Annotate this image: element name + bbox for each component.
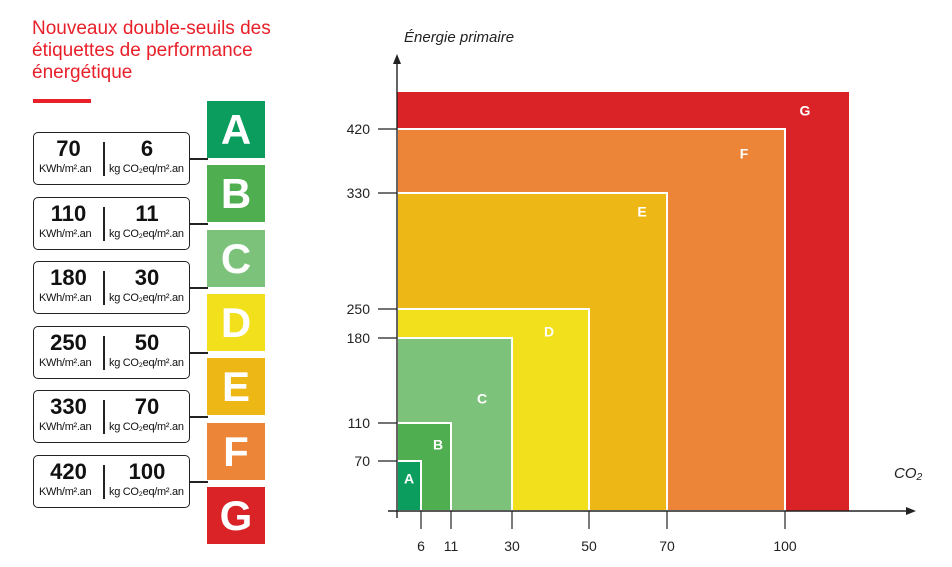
- x-tick-label: 30: [504, 538, 520, 554]
- divider: [103, 400, 105, 434]
- y-tick-label: 330: [347, 185, 371, 201]
- threshold-box: 110 11 KWh/m².an kg CO₂eq/m².an: [33, 197, 190, 250]
- divider: [103, 207, 105, 241]
- x-tick-label: 70: [659, 538, 675, 554]
- x-tick-label: 100: [773, 538, 797, 554]
- label-tile-a: A: [207, 101, 265, 158]
- co2-unit: kg CO₂eq/m².an: [109, 163, 184, 175]
- energy-unit: KWh/m².an: [39, 421, 92, 433]
- label-tile-e: E: [207, 358, 265, 415]
- label-tile-f: F: [207, 423, 265, 480]
- co2-threshold: 6: [140, 136, 154, 161]
- connector-line: [190, 352, 208, 354]
- threshold-box: 70 6 KWh/m².an kg CO₂eq/m².an: [33, 132, 190, 185]
- x-axis-arrow: [906, 507, 916, 515]
- connector-line: [190, 158, 208, 160]
- energy-unit: KWh/m².an: [39, 357, 92, 369]
- co2-unit: kg CO₂eq/m².an: [109, 228, 184, 240]
- threshold-box: 420 100 KWh/m².an kg CO₂eq/m².an: [33, 455, 190, 508]
- divider: [103, 336, 105, 370]
- class-label-d: D: [544, 324, 554, 340]
- title-underline: [33, 99, 91, 103]
- connector-line: [190, 481, 208, 483]
- energy-unit: KWh/m².an: [39, 292, 92, 304]
- label-tile-c: C: [207, 230, 265, 287]
- label-tile-g: G: [207, 487, 265, 544]
- energy-threshold: 110: [50, 201, 87, 226]
- page-title: Nouveaux double-seuils des étiquettes de…: [32, 18, 271, 83]
- connector-line: [190, 223, 208, 225]
- co2-unit: kg CO₂eq/m².an: [109, 292, 184, 304]
- co2-threshold: 30: [134, 265, 160, 290]
- threshold-box: 330 70 KWh/m².an kg CO₂eq/m².an: [33, 390, 190, 443]
- co2-unit: kg CO₂eq/m².an: [109, 421, 184, 433]
- class-label-b: B: [433, 437, 443, 453]
- x-tick-label: 6: [417, 538, 425, 554]
- y-tick-label: 110: [348, 415, 371, 431]
- co2-threshold: 50: [134, 330, 160, 355]
- connector-line: [190, 287, 208, 289]
- x-tick-label: 50: [581, 538, 597, 554]
- energy-threshold: 330: [50, 394, 87, 419]
- x-tick-label: 11: [444, 538, 459, 554]
- y-axis-arrow: [393, 54, 401, 64]
- divider: [103, 142, 105, 176]
- co2-unit: kg CO₂eq/m².an: [109, 357, 184, 369]
- y-tick-label: 250: [347, 301, 371, 317]
- label-tile-b: B: [207, 165, 265, 222]
- x-axis-title: CO₂: [894, 465, 923, 482]
- y-axis-title: Énergie primaire: [404, 29, 514, 46]
- y-tick-label: 180: [347, 330, 371, 346]
- class-label-g: G: [800, 103, 811, 119]
- co2-threshold: 11: [135, 201, 159, 226]
- co2-threshold: 70: [134, 394, 160, 419]
- energy-threshold: 250: [50, 330, 87, 355]
- class-label-f: F: [740, 146, 749, 162]
- connector-line: [190, 416, 208, 418]
- y-tick-label: 420: [347, 121, 371, 137]
- class-label-e: E: [637, 204, 646, 220]
- energy-threshold: 70: [56, 136, 81, 161]
- energy-threshold: 180: [50, 265, 87, 290]
- divider: [103, 465, 105, 499]
- energy-unit: KWh/m².an: [39, 486, 92, 498]
- class-label-c: C: [477, 391, 487, 407]
- divider: [103, 271, 105, 305]
- energy-unit: KWh/m².an: [39, 228, 92, 240]
- energy-unit: KWh/m².an: [39, 163, 92, 175]
- co2-unit: kg CO₂eq/m².an: [109, 486, 184, 498]
- label-tile-d: D: [207, 294, 265, 351]
- threshold-box: 250 50 KWh/m².an kg CO₂eq/m².an: [33, 326, 190, 379]
- y-tick-label: 70: [354, 453, 370, 469]
- energy-threshold: 420: [50, 459, 87, 484]
- class-label-a: A: [404, 471, 414, 487]
- co2-threshold: 100: [128, 459, 166, 484]
- threshold-box: 180 30 KWh/m².an kg CO₂eq/m².an: [33, 261, 190, 314]
